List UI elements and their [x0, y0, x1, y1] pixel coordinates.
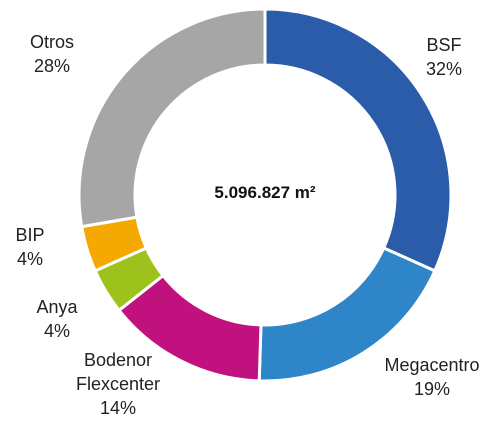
center-total: 5.096.827 m²: [214, 183, 316, 202]
donut-segment: [77, 7, 267, 229]
category-name: Megacentro: [384, 355, 480, 375]
slice-label: Megacentro 19%: [367, 353, 497, 401]
percent-label: 28%: [33, 56, 71, 76]
slice-label: BIP 4%: [0, 223, 60, 271]
percent-label: 19%: [413, 379, 451, 399]
percent-label: 4%: [16, 249, 43, 269]
slice-label: Bodenor Flexcenter 14%: [68, 348, 168, 420]
slice-label: Otros 28%: [22, 30, 82, 78]
category-name: BSF: [426, 35, 462, 55]
percent-label: 4%: [43, 321, 70, 341]
category-name: Otros: [29, 32, 74, 52]
percent-label: 14%: [99, 398, 137, 418]
slice-label: BSF 32%: [404, 33, 484, 81]
slice-label: Anya 4%: [27, 295, 87, 343]
category-name: Bodenor Flexcenter: [75, 350, 161, 394]
category-name: Anya: [36, 297, 78, 317]
donut-segment: [263, 7, 453, 273]
category-name: BIP: [15, 225, 45, 245]
percent-label: 32%: [425, 59, 463, 79]
